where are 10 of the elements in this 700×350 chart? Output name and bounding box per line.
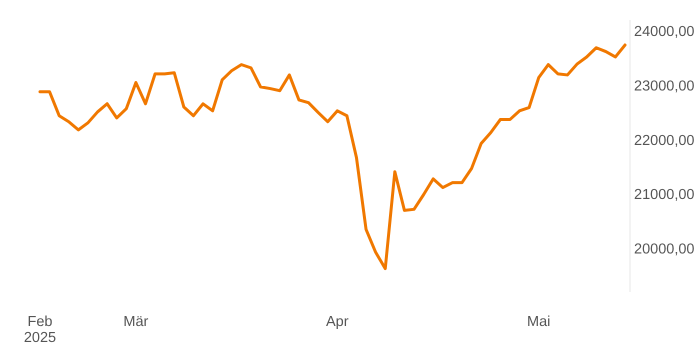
y-tick-label: 22000,00 — [634, 132, 694, 149]
y-tick-label: 24000,00 — [634, 24, 694, 40]
y-tick-label: 21000,00 — [634, 187, 694, 204]
y-tick-label: 20000,00 — [634, 242, 694, 258]
line-series — [38, 44, 626, 270]
x-tick-label: Feb 2025 — [24, 314, 56, 346]
x-tick-label: Mär — [123, 314, 149, 330]
x-tick-label: Apr — [326, 314, 349, 330]
x-tick-label: Mai — [527, 314, 550, 330]
y-tick-label: 23000,00 — [634, 78, 694, 94]
